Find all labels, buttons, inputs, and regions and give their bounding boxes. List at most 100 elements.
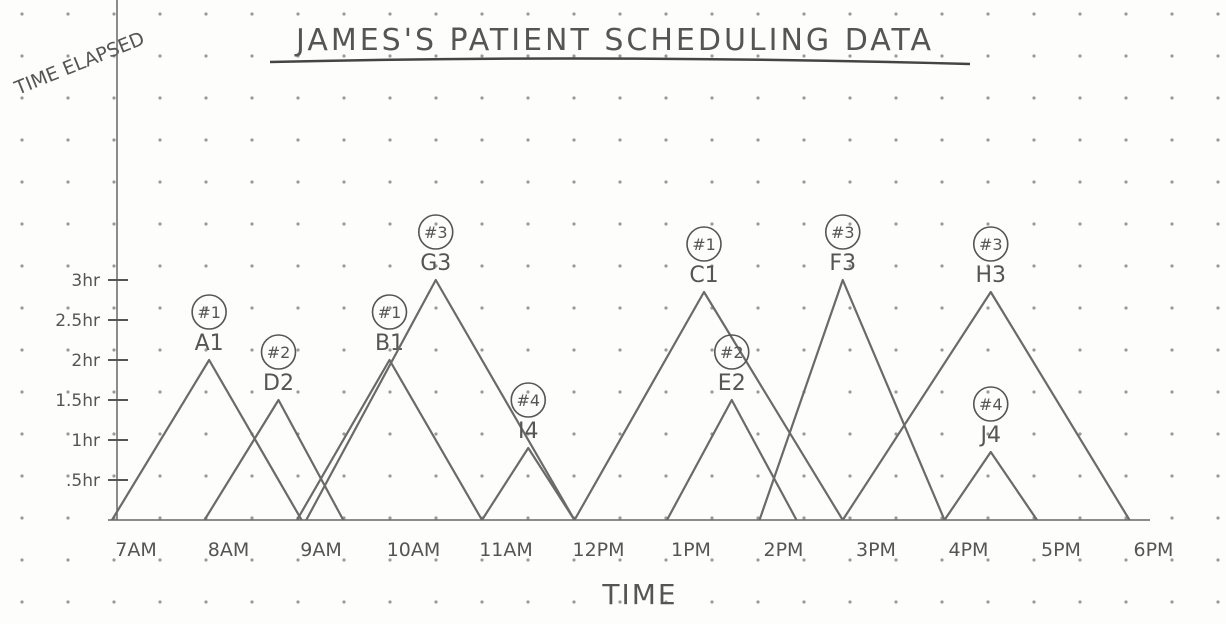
- grid-dot: [158, 432, 162, 436]
- grid-dot: [66, 558, 70, 562]
- x-tick-label: 2PM: [764, 539, 804, 561]
- grid-dot: [894, 600, 898, 604]
- grid-dot: [342, 54, 346, 58]
- grid-dot: [1170, 54, 1174, 58]
- grid-dot: [1124, 12, 1128, 16]
- x-tick-label: 5PM: [1041, 539, 1081, 561]
- grid-dot: [572, 390, 576, 394]
- grid-dot: [756, 222, 760, 226]
- grid-dot: [710, 12, 714, 16]
- grid-dot: [618, 264, 622, 268]
- grid-dot: [158, 54, 162, 58]
- grid-dot: [158, 474, 162, 478]
- series-layer: A1 #1 D2 #2 B1 #1 G3 #3 I4 #4 C1 #1 E2 #2 F3 #3 H3 #3 J4 #4: [111, 214, 1131, 521]
- grid-dot: [480, 180, 484, 184]
- grid-dot: [756, 12, 760, 16]
- grid-dot: [1170, 390, 1174, 394]
- grid-dot: [940, 390, 944, 394]
- grid-dot: [66, 600, 70, 604]
- grid-dot: [710, 516, 714, 520]
- grid-dot: [112, 12, 116, 16]
- grid-dot: [158, 96, 162, 100]
- grid-dot: [388, 390, 392, 394]
- group-badge-label: #2: [720, 343, 744, 362]
- grid-dot: [756, 54, 760, 58]
- grid-dot: [1216, 12, 1220, 16]
- grid-dot: [526, 474, 530, 478]
- y-axis-title: TIME ELAPSED: [11, 28, 148, 100]
- grid-dot: [1078, 348, 1082, 352]
- grid-dot: [848, 12, 852, 16]
- grid-dot: [618, 54, 622, 58]
- x-tick-label: 7AM: [115, 539, 156, 561]
- grid-dot: [848, 222, 852, 226]
- grid-dot: [526, 432, 530, 436]
- grid-dot: [296, 348, 300, 352]
- grid-dot: [158, 222, 162, 226]
- grid-dot: [66, 264, 70, 268]
- series-triangle-h3: [841, 290, 1131, 521]
- series-label: J4: [979, 423, 1002, 448]
- grid-dot: [66, 432, 70, 436]
- grid-dot: [434, 138, 438, 142]
- grid-dot: [342, 432, 346, 436]
- grid-dot: [66, 306, 70, 310]
- grid-dot: [296, 180, 300, 184]
- grid-dot: [112, 348, 116, 352]
- grid-dot: [434, 390, 438, 394]
- grid-dot: [296, 54, 300, 58]
- grid-dot: [1170, 516, 1174, 520]
- grid-dot: [480, 348, 484, 352]
- grid-dot: [526, 558, 530, 562]
- grid-dot: [802, 264, 806, 268]
- grid-dot: [1216, 474, 1220, 478]
- series-triangle-a1: [111, 358, 303, 521]
- grid-dot: [986, 432, 990, 436]
- grid-dot: [434, 12, 438, 16]
- grid-dot: [342, 264, 346, 268]
- grid-dot: [664, 180, 668, 184]
- grid-dot: [848, 600, 852, 604]
- grid-dot: [572, 96, 576, 100]
- grid-dot: [940, 348, 944, 352]
- y-tick-label: .5hr: [66, 471, 100, 491]
- grid-dot: [1216, 264, 1220, 268]
- grid-dot: [664, 306, 668, 310]
- grid-dot: [1078, 12, 1082, 16]
- grid-dot: [802, 432, 806, 436]
- series-label: C1: [689, 263, 718, 288]
- grid-dot: [894, 306, 898, 310]
- x-tick-label: 6PM: [1134, 539, 1174, 561]
- x-tick-label: 4PM: [949, 539, 989, 561]
- grid-dot: [802, 516, 806, 520]
- x-tick-label: 8AM: [208, 539, 249, 561]
- grid-dot: [618, 138, 622, 142]
- grid-dot: [434, 348, 438, 352]
- grid-dot: [756, 558, 760, 562]
- grid-dot: [66, 348, 70, 352]
- grid-dot: [20, 390, 24, 394]
- grid-dot: [388, 306, 392, 310]
- grid-dot: [204, 138, 208, 142]
- grid-dot: [986, 96, 990, 100]
- grid-dot: [618, 558, 622, 562]
- grid-dot: [710, 222, 714, 226]
- grid-dot: [204, 54, 208, 58]
- grid-dot: [434, 516, 438, 520]
- grid-dot: [20, 54, 24, 58]
- grid-dot: [940, 432, 944, 436]
- grid-dot: [802, 348, 806, 352]
- group-badge-label: #1: [197, 303, 221, 322]
- x-tick-label: 10AM: [387, 539, 441, 561]
- grid-dot: [1170, 264, 1174, 268]
- grid-dot: [802, 558, 806, 562]
- grid-dot: [342, 306, 346, 310]
- grid-dot: [1078, 138, 1082, 142]
- grid-dot: [710, 390, 714, 394]
- grid-dot: [296, 12, 300, 16]
- grid-dot: [894, 138, 898, 142]
- grid-dot: [204, 390, 208, 394]
- grid-dot: [756, 138, 760, 142]
- series-label: H3: [975, 263, 1006, 288]
- grid-dot: [526, 12, 530, 16]
